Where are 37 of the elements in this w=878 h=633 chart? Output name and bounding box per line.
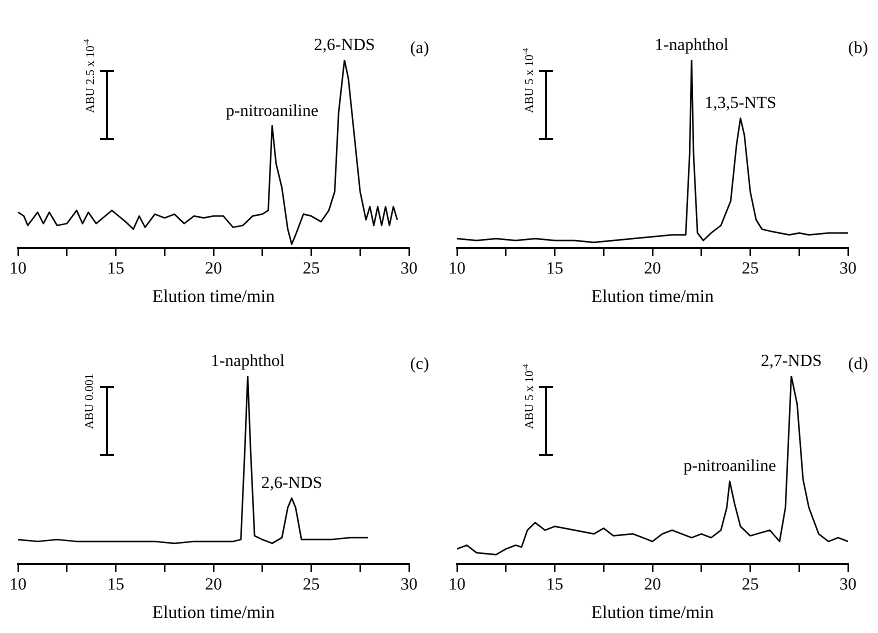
annotation: 2,7-NDS	[760, 350, 822, 370]
y-axis-title: ABU 0.001	[82, 373, 97, 428]
x-axis-title: Elution time/min	[152, 286, 275, 306]
x-axis-title: Elution time/min	[591, 602, 714, 622]
x-tick-label: 20	[644, 258, 661, 278]
text: (a)	[410, 38, 429, 57]
annotation: 2,6-NDS	[314, 34, 375, 54]
x-tick-label: 25	[742, 574, 759, 594]
x-tick-label: 30	[400, 574, 418, 594]
x-tick-label: 20	[205, 258, 222, 278]
x-tick-label: 15	[546, 258, 564, 278]
annotation: p-nitroaniline	[683, 456, 776, 476]
x-tick-label: 10	[10, 258, 26, 278]
x-tick-label: 15	[107, 574, 124, 594]
x-tick-label: 10	[10, 574, 26, 594]
x-tick-label: 15	[546, 574, 564, 594]
x-axis-title: Elution time/min	[591, 286, 714, 306]
annotation: 1-naphthol	[654, 34, 729, 54]
annotation: 1,3,5-NTS	[704, 93, 776, 112]
x-tick-label: 25	[742, 258, 759, 278]
x-tick-label: 30	[840, 258, 856, 278]
text: (d)	[848, 354, 868, 373]
text: (b)	[848, 38, 868, 57]
annotation: 2,6-NDS	[261, 473, 322, 492]
annotation: 1-naphthol	[210, 350, 285, 370]
x-tick-label: 20	[644, 574, 661, 594]
x-tick-label: 10	[448, 258, 466, 278]
text: (c)	[410, 354, 429, 373]
x-tick-label: 20	[205, 574, 222, 594]
x-tick-label: 25	[302, 574, 320, 594]
annotation: p-nitroaniline	[226, 100, 318, 120]
x-tick-label: 30	[400, 258, 418, 278]
x-tick-label: 25	[302, 258, 320, 278]
x-tick-label: 15	[107, 258, 124, 278]
x-axis-title: Elution time/min	[152, 602, 275, 622]
x-tick-label: 30	[840, 574, 856, 594]
x-tick-label: 10	[448, 574, 466, 594]
